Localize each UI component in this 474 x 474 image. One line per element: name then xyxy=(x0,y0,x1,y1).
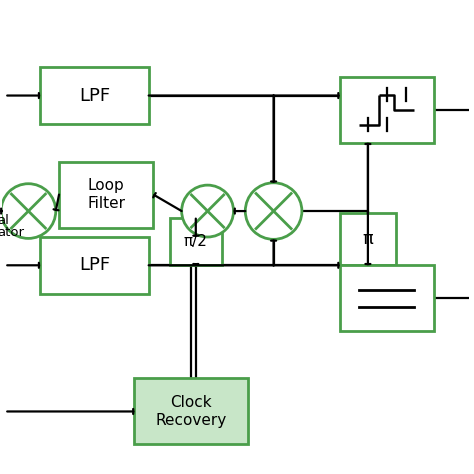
FancyBboxPatch shape xyxy=(170,218,222,265)
Circle shape xyxy=(1,184,56,238)
Text: ator: ator xyxy=(0,226,25,239)
FancyBboxPatch shape xyxy=(339,265,434,331)
Text: al: al xyxy=(0,214,9,227)
FancyBboxPatch shape xyxy=(40,67,149,124)
FancyBboxPatch shape xyxy=(339,213,396,265)
Circle shape xyxy=(182,185,234,237)
FancyBboxPatch shape xyxy=(40,237,149,293)
Text: π/2: π/2 xyxy=(184,234,208,249)
Text: Clock
Recovery: Clock Recovery xyxy=(155,395,227,428)
Circle shape xyxy=(246,183,302,239)
FancyBboxPatch shape xyxy=(135,378,247,445)
Text: LPF: LPF xyxy=(79,87,110,105)
FancyBboxPatch shape xyxy=(339,77,434,143)
FancyBboxPatch shape xyxy=(59,162,154,228)
Text: LPF: LPF xyxy=(79,256,110,274)
Text: Loop
Filter: Loop Filter xyxy=(87,178,125,211)
Text: π: π xyxy=(363,230,374,248)
